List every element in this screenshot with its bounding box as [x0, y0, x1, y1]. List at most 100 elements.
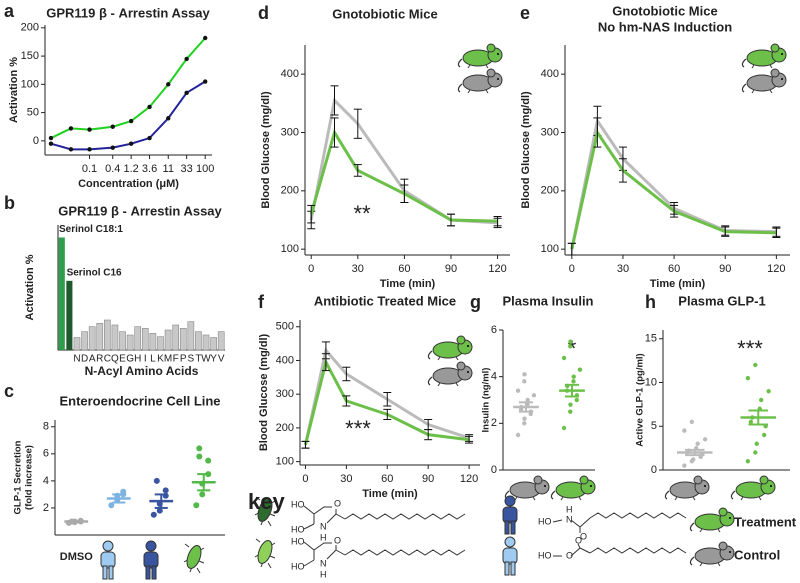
data-point — [571, 374, 576, 379]
x-tick-label: 30 — [617, 263, 629, 275]
data-point — [691, 457, 696, 462]
atom-label: H — [320, 569, 327, 579]
x-tick-label: 60 — [398, 263, 410, 275]
y-tick-label: 5 — [651, 420, 657, 432]
chain — [344, 513, 466, 520]
x-tick-label: C — [104, 354, 111, 365]
data-point — [87, 147, 92, 152]
data-point — [571, 379, 576, 384]
series-line — [50, 80, 206, 151]
y-axis-label: Blood Glucose (mg/dl) — [520, 91, 532, 209]
structure-bonds — [303, 505, 591, 567]
x-tick-label: Q — [111, 354, 119, 365]
bar — [88, 326, 96, 351]
x-tick-label: DMSO — [60, 551, 93, 563]
bar-label: Serinol C16 — [67, 267, 122, 278]
x-tick-label: Y — [210, 354, 217, 365]
x-tick-label: 0 — [308, 263, 314, 275]
y-axis-label: Activation % — [8, 57, 20, 123]
annotation: ** — [353, 201, 371, 226]
x-axis-label: Concentration (μM) — [78, 178, 179, 190]
error-bar — [567, 242, 576, 256]
mouse-icon — [427, 361, 473, 387]
data-point — [522, 379, 527, 384]
bar — [149, 333, 157, 351]
y-tick-label: 150 — [21, 50, 39, 62]
y-axis-label: Activation % — [24, 254, 36, 320]
data-point — [766, 389, 771, 394]
annotation: * — [568, 336, 577, 361]
x-tick-label: 30 — [340, 473, 352, 485]
y-tick-label: 400 — [276, 354, 294, 366]
y-tick-label: 200 — [276, 422, 294, 434]
bar — [172, 324, 179, 351]
data-point — [153, 477, 160, 484]
data-point — [108, 502, 115, 509]
x-tick-label: K — [157, 354, 164, 365]
data-point — [682, 463, 687, 468]
chart-subtitle: No hm-NAS Induction — [598, 19, 732, 34]
bar — [187, 321, 195, 351]
data-point — [574, 397, 579, 403]
mouse-icon — [730, 475, 776, 501]
y-tick-label: 6 — [43, 448, 49, 460]
y-tick-label: 100 — [276, 456, 294, 468]
series-line — [303, 347, 470, 446]
bar — [58, 237, 65, 350]
chain — [589, 512, 687, 519]
data-point — [196, 445, 203, 452]
series-line — [570, 128, 777, 250]
data-point — [522, 416, 527, 421]
data-point — [761, 432, 767, 438]
bar — [141, 328, 149, 351]
chain — [344, 549, 466, 556]
data-point — [754, 441, 759, 446]
mouse-icon — [550, 475, 596, 501]
data-point — [203, 79, 208, 84]
x-tick-label: 0 — [569, 263, 575, 275]
x-tick-label: 1.2 — [123, 163, 138, 175]
human-icon — [100, 540, 116, 580]
atom-label: O — [334, 498, 341, 508]
error-bar — [618, 158, 627, 183]
error-bar — [748, 409, 769, 426]
error-bar — [465, 435, 474, 444]
y-tick-label: 2 — [491, 417, 497, 429]
data-point — [531, 393, 537, 398]
data-point — [110, 145, 115, 150]
y-tick-label: 2 — [43, 502, 49, 514]
error-bar — [330, 117, 339, 148]
error-bar — [197, 473, 211, 492]
error-bar — [330, 85, 339, 116]
atom-label: O — [580, 531, 587, 541]
data-point — [515, 388, 521, 393]
panel-letter: f — [258, 292, 265, 312]
data-point — [205, 457, 212, 464]
error-bar — [684, 448, 705, 457]
mouse-icon — [741, 43, 787, 69]
data-point — [156, 507, 163, 514]
error-bar — [593, 117, 602, 148]
data-point — [577, 367, 583, 372]
error-bar — [112, 493, 126, 504]
bug-icon — [254, 538, 276, 569]
atom-label: HO — [291, 499, 305, 509]
panel-letter: d — [258, 3, 269, 23]
error-bar — [383, 392, 392, 407]
data-point — [748, 419, 754, 425]
mouse-icon — [664, 475, 710, 501]
atom-label: HO — [538, 550, 552, 560]
x-tick-label: P — [180, 354, 187, 365]
chart-title: Gnotobiotic Mice — [332, 6, 437, 21]
x-tick-label: I — [144, 354, 147, 365]
error-bar — [301, 440, 310, 449]
x-axis-label: Time (min) — [650, 278, 706, 290]
x-tick-label: 30 — [352, 263, 364, 275]
mouse-icon — [689, 507, 735, 533]
x-tick-label: 90 — [445, 263, 457, 275]
x-tick-label: 11 — [163, 163, 174, 175]
data-point — [522, 421, 527, 426]
data-point — [568, 409, 573, 414]
x-tick-label: 33 — [181, 163, 193, 175]
